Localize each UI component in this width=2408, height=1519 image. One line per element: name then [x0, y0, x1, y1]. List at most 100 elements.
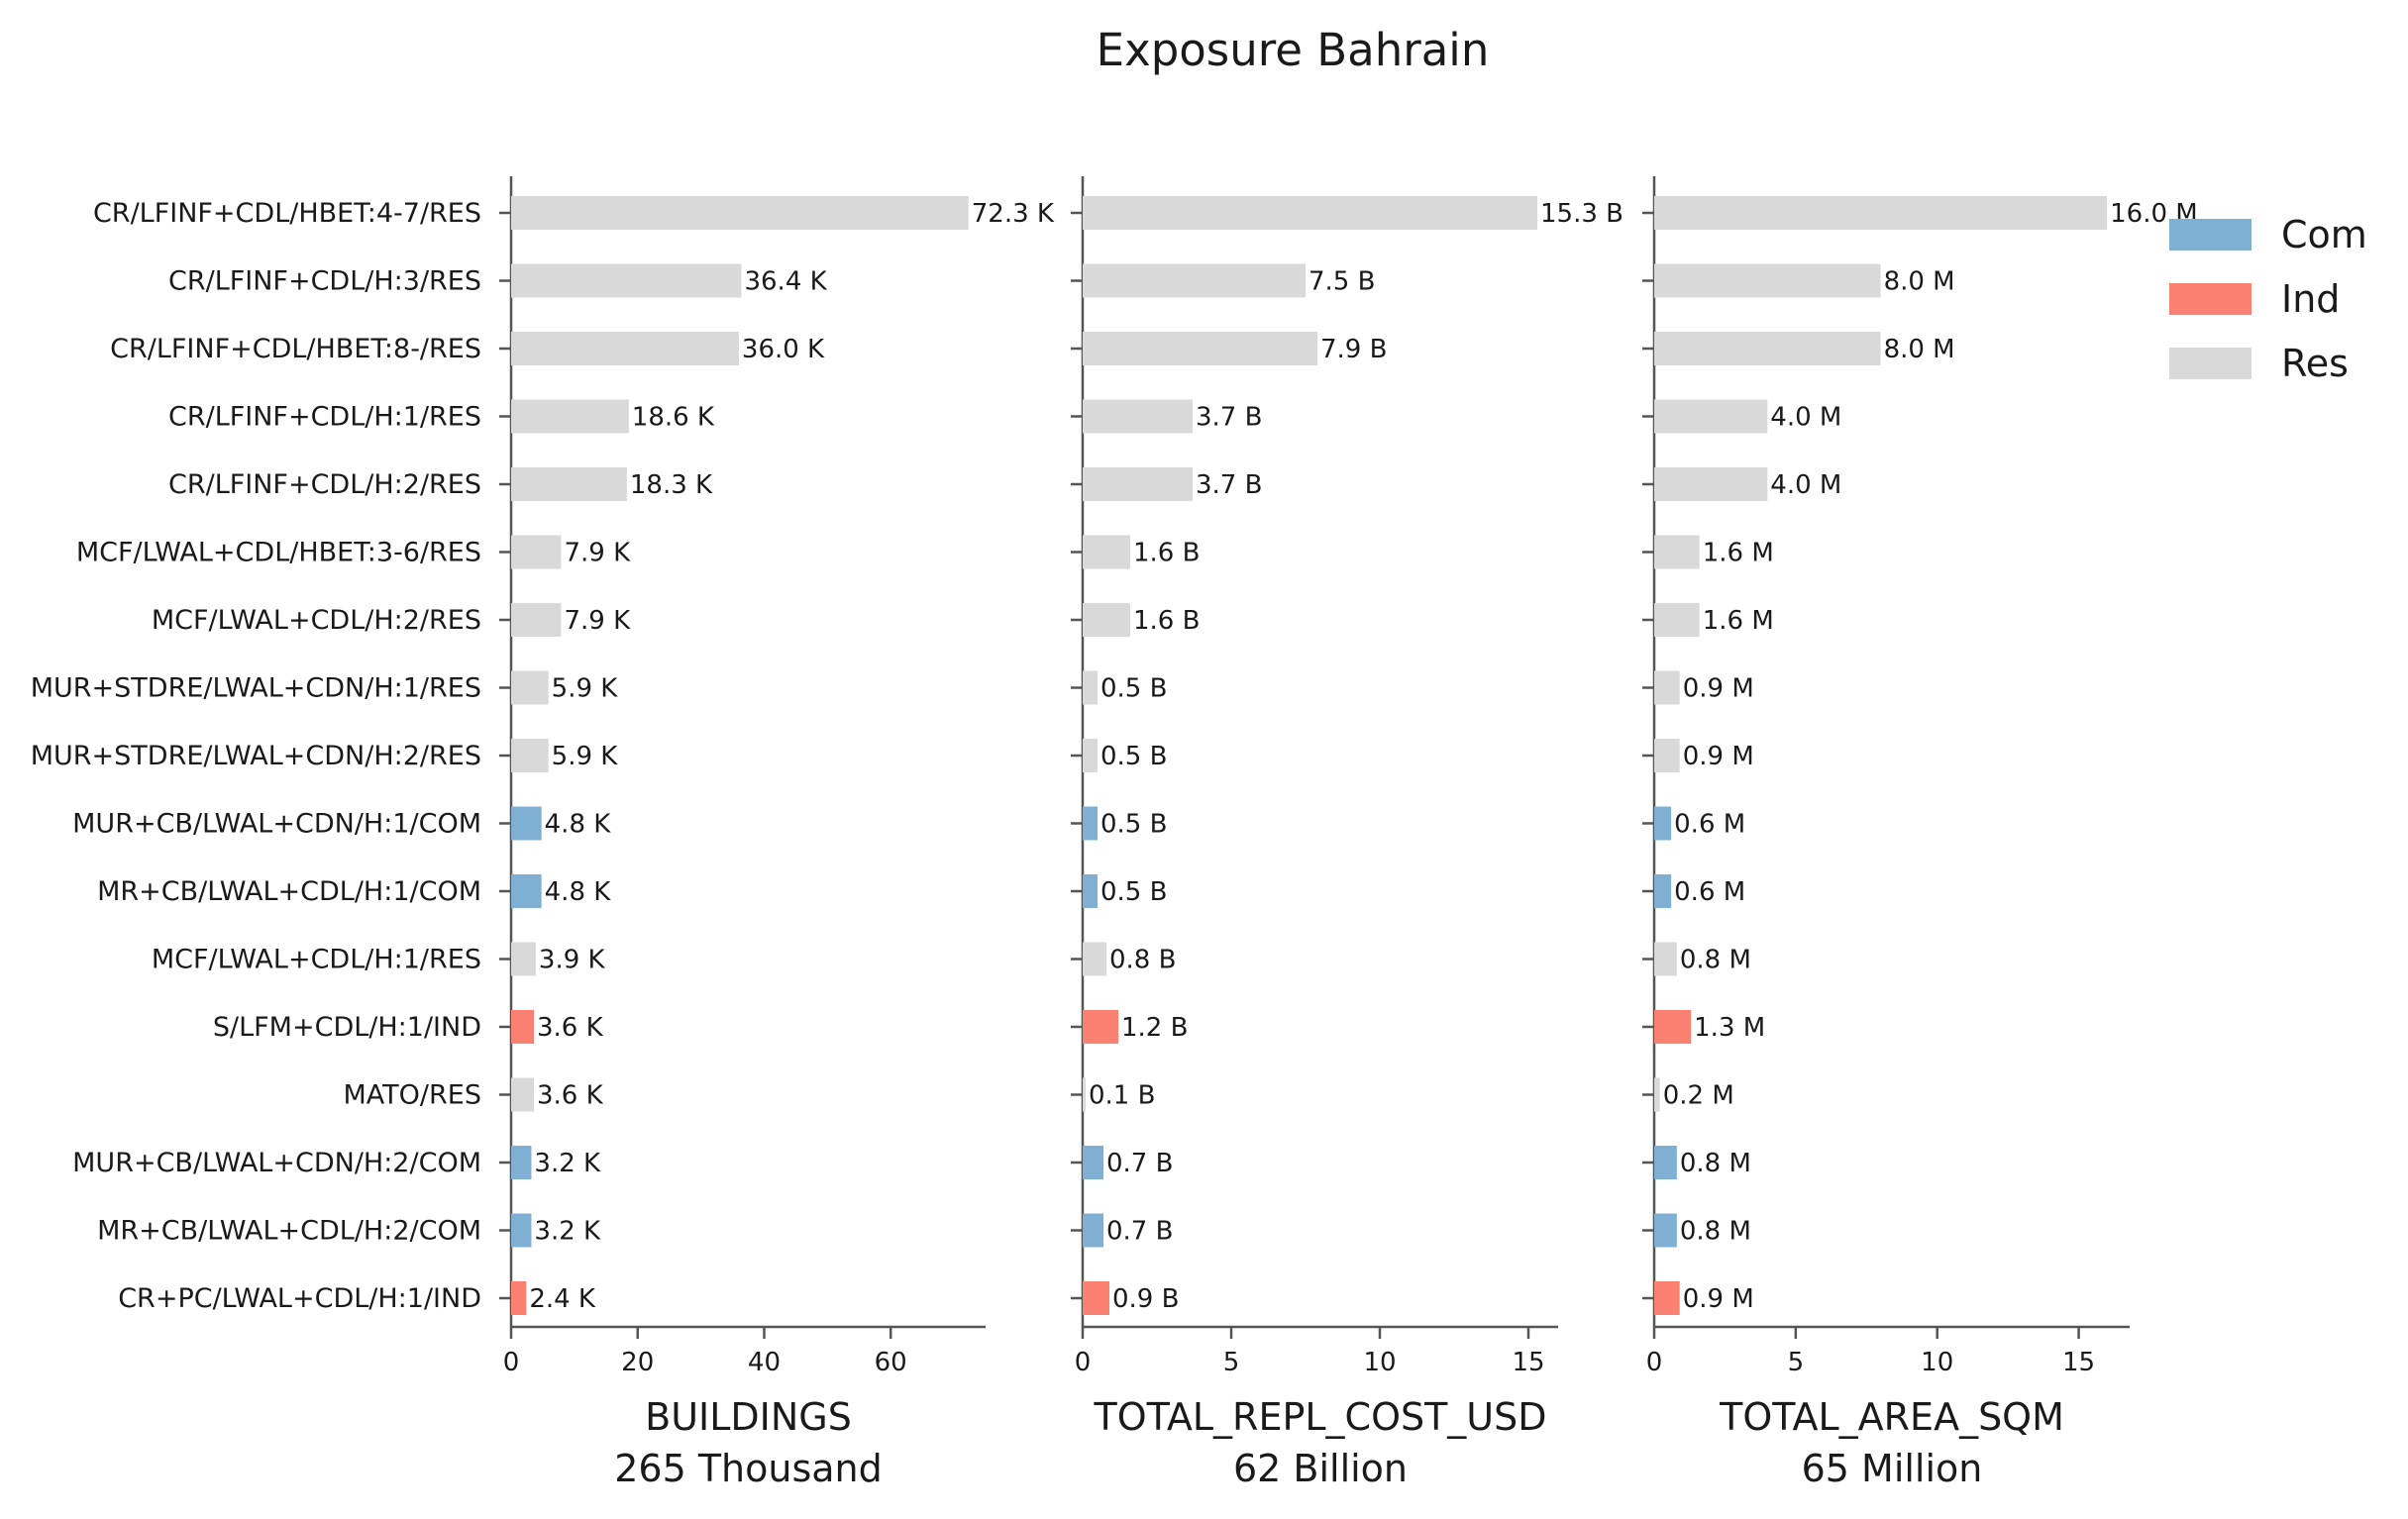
panel-total-repl-cost-usd-x-tick-label: 5 — [1223, 1348, 1240, 1377]
panel-total-area-sqm-bar-s-lfm-cdl-h-1-ind — [1654, 1010, 1692, 1044]
panel-buildings-bar-mr-cb-lwal-cdl-h-2-com — [511, 1213, 532, 1248]
panel-buildings-bar-mato-res — [511, 1077, 534, 1112]
panel-total-area-sqm-bar-mato-res — [1654, 1077, 1660, 1112]
panel-buildings-bar-mur-stdre-lwal-cdn-h-1-res — [511, 670, 549, 705]
category-label-cr-lfinf-cdl-hbet-8-res: CR/LFINF+CDL/HBET:8-/RES — [110, 334, 481, 364]
panel-total-area-sqm-value-label: 8.0 M — [1884, 335, 1955, 364]
panel-buildings-bar-cr-pc-lwal-cdl-h-1-ind — [511, 1281, 527, 1315]
category-label-cr-lfinf-cdl-h-1-res: CR/LFINF+CDL/H:1/RES — [168, 402, 481, 433]
category-label-mato-res: MATO/RES — [344, 1080, 481, 1111]
panel-total-area-sqm-value-label: 0.6 M — [1674, 810, 1745, 840]
legend-swatch-ind — [2169, 283, 2251, 315]
panel-total-repl-cost-usd-bar-cr-lfinf-cdl-h-3-res — [1083, 263, 1306, 298]
category-label-s-lfm-cdl-h-1-ind: S/LFM+CDL/H:1/IND — [213, 1012, 481, 1043]
panel-total-area-sqm-value-label: 0.8 M — [1680, 946, 1751, 975]
category-label-mcf-lwal-cdl-h-1-res: MCF/LWAL+CDL/H:1/RES — [152, 945, 481, 975]
panel-total-area-sqm-value-label: 1.3 M — [1694, 1013, 1765, 1043]
panel-total-repl-cost-usd-value-label: 0.7 B — [1106, 1217, 1173, 1247]
panel-buildings-value-label: 5.9 K — [552, 742, 619, 771]
panel-total-repl-cost-usd-value-label: 3.7 B — [1196, 403, 1262, 433]
category-label-mur-cb-lwal-cdn-h-2-com: MUR+CB/LWAL+CDN/H:2/COM — [72, 1148, 481, 1178]
panel-buildings-x-tick-label: 40 — [748, 1348, 781, 1377]
panel-total-area-sqm-bar-mur-stdre-lwal-cdn-h-1-res — [1654, 670, 1680, 705]
panel-total-repl-cost-usd-bar-mur-stdre-lwal-cdn-h-2-res — [1083, 739, 1098, 772]
panel-total-repl-cost-usd-bar-mur-stdre-lwal-cdn-h-1-res — [1083, 670, 1098, 705]
panel-total-repl-cost-usd-bar-mr-cb-lwal-cdl-h-2-com — [1083, 1213, 1103, 1248]
panel-total-repl-cost-usd-x-tick-label: 0 — [1075, 1348, 1092, 1377]
panel-total-repl-cost-usd-value-label: 0.1 B — [1089, 1081, 1155, 1111]
panel-total-area-sqm-value-label: 0.8 M — [1680, 1149, 1751, 1178]
panel-total-repl-cost-usd-bar-mcf-lwal-cdl-h-1-res — [1083, 942, 1106, 976]
category-label-mcf-lwal-cdl-h-2-res: MCF/LWAL+CDL/H:2/RES — [152, 605, 481, 636]
panel-total-repl-cost-usd-bar-mcf-lwal-cdl-hbet-3-6-res — [1083, 535, 1130, 569]
panel-buildings-bar-mr-cb-lwal-cdl-h-1-com — [511, 874, 542, 908]
panel-total-area-sqm-x-tick-label: 10 — [1921, 1348, 1953, 1377]
panel-total-repl-cost-usd-value-label: 0.5 B — [1100, 877, 1167, 907]
panel-total-area-sqm-bar-mcf-lwal-cdl-h-2-res — [1654, 603, 1700, 637]
panel-buildings-x-tick-label: 60 — [875, 1348, 907, 1377]
panel-buildings-value-label: 7.9 K — [564, 539, 631, 568]
panel-buildings-value-label: 18.6 K — [632, 403, 715, 433]
panel-buildings-value-label: 4.8 K — [545, 877, 612, 907]
category-label-mcf-lwal-cdl-hbet-3-6-res: MCF/LWAL+CDL/HBET:3-6/RES — [76, 538, 481, 568]
panel-total-repl-cost-usd-bar-mur-cb-lwal-cdn-h-2-com — [1083, 1146, 1103, 1179]
panel-buildings-value-label: 3.2 K — [534, 1217, 601, 1247]
panel-total-repl-cost-usd-value-label: 0.5 B — [1100, 742, 1167, 771]
panel-total-area-sqm-bar-cr-pc-lwal-cdl-h-1-ind — [1654, 1281, 1680, 1315]
panel-buildings-bar-mcf-lwal-cdl-hbet-3-6-res — [511, 535, 562, 569]
panel-total-area-sqm-value-label: 4.0 M — [1770, 470, 1841, 500]
panel-total-area-sqm-bar-mur-cb-lwal-cdn-h-1-com — [1654, 806, 1672, 841]
panel-buildings-bar-cr-lfinf-cdl-hbet-8-res — [511, 332, 739, 365]
panel-total-area-sqm-bar-mcf-lwal-cdl-hbet-3-6-res — [1654, 535, 1700, 569]
panel-total-repl-cost-usd-value-label: 0.9 B — [1112, 1284, 1179, 1314]
panel-total-area-sqm-value-label: 0.9 M — [1683, 674, 1754, 704]
panel-total-area-sqm-bar-cr-lfinf-cdl-hbet-4-7-res — [1654, 196, 2108, 230]
panel-total-repl-cost-usd-value-label: 0.8 B — [1109, 946, 1176, 975]
panel-total-repl-cost-usd-total-label: 62 Billion — [1233, 1447, 1408, 1490]
panel-buildings-value-label: 4.8 K — [545, 810, 612, 840]
panel-buildings-value-label: 5.9 K — [552, 674, 619, 704]
panel-buildings-value-label: 18.3 K — [630, 470, 713, 500]
panel-buildings-value-label: 3.9 K — [539, 946, 606, 975]
panel-total-repl-cost-usd-value-label: 0.5 B — [1100, 810, 1167, 840]
panel-total-repl-cost-usd-x-tick-label: 15 — [1512, 1348, 1544, 1377]
panel-buildings-total-label: 265 Thousand — [614, 1447, 883, 1490]
panel-total-area-sqm-value-label: 1.6 M — [1703, 539, 1774, 568]
panel-total-repl-cost-usd-value-label: 1.2 B — [1121, 1013, 1188, 1043]
panel-buildings-value-label: 36.0 K — [742, 335, 825, 364]
panel-buildings-value-label: 72.3 K — [972, 199, 1055, 229]
panel-total-repl-cost-usd-value-label: 0.7 B — [1106, 1149, 1173, 1178]
panel-total-area-sqm-bar-cr-lfinf-cdl-h-3-res — [1654, 263, 1881, 298]
panel-total-area-sqm-x-tick-label: 0 — [1646, 1348, 1663, 1377]
category-label-mr-cb-lwal-cdl-h-1-com: MR+CB/LWAL+CDL/H:1/COM — [97, 876, 481, 907]
panel-total-area-sqm-x-label: TOTAL_AREA_SQM — [1719, 1395, 2064, 1439]
panel-total-area-sqm-bar-mr-cb-lwal-cdl-h-2-com — [1654, 1213, 1677, 1248]
panel-total-area-sqm-value-label: 4.0 M — [1770, 403, 1841, 433]
panel-total-area-sqm-bar-cr-lfinf-cdl-h-1-res — [1654, 399, 1768, 434]
panel-buildings-value-label: 36.4 K — [744, 267, 827, 297]
panel-total-repl-cost-usd-bar-cr-lfinf-cdl-h-1-res — [1083, 399, 1193, 434]
panel-buildings-bar-s-lfm-cdl-h-1-ind — [511, 1010, 534, 1044]
panel-total-area-sqm-bar-mur-stdre-lwal-cdn-h-2-res — [1654, 739, 1680, 772]
legend-swatch-com — [2169, 219, 2251, 251]
panel-total-area-sqm-bar-cr-lfinf-cdl-hbet-8-res — [1654, 332, 1881, 365]
panel-total-area-sqm-bar-mur-cb-lwal-cdn-h-2-com — [1654, 1146, 1677, 1179]
panel-total-area-sqm-bar-mcf-lwal-cdl-h-1-res — [1654, 942, 1677, 976]
panel-total-repl-cost-usd-bar-mur-cb-lwal-cdn-h-1-com — [1083, 806, 1098, 841]
panel-total-repl-cost-usd-bar-mcf-lwal-cdl-h-2-res — [1083, 603, 1130, 637]
panel-total-repl-cost-usd-x-tick-label: 10 — [1363, 1348, 1396, 1377]
chart-title: Exposure Bahrain — [1097, 24, 1490, 76]
panel-total-area-sqm-x-tick-label: 5 — [1788, 1348, 1805, 1377]
panel-buildings-bar-cr-lfinf-cdl-h-1-res — [511, 399, 629, 434]
panel-buildings-bar-mur-stdre-lwal-cdn-h-2-res — [511, 739, 549, 772]
panel-total-repl-cost-usd-bar-cr-lfinf-cdl-hbet-8-res — [1083, 332, 1317, 365]
panel-buildings-bar-cr-lfinf-cdl-hbet-4-7-res — [511, 196, 969, 230]
legend-label-com: Com — [2281, 213, 2367, 256]
panel-total-repl-cost-usd-value-label: 15.3 B — [1540, 199, 1623, 229]
panel-buildings-x-tick-label: 20 — [621, 1348, 654, 1377]
panel-total-repl-cost-usd-x-label: TOTAL_REPL_COST_USD — [1093, 1395, 1546, 1439]
panel-total-repl-cost-usd-value-label: 1.6 B — [1133, 539, 1200, 568]
panel-total-area-sqm-value-label: 1.6 M — [1703, 606, 1774, 636]
